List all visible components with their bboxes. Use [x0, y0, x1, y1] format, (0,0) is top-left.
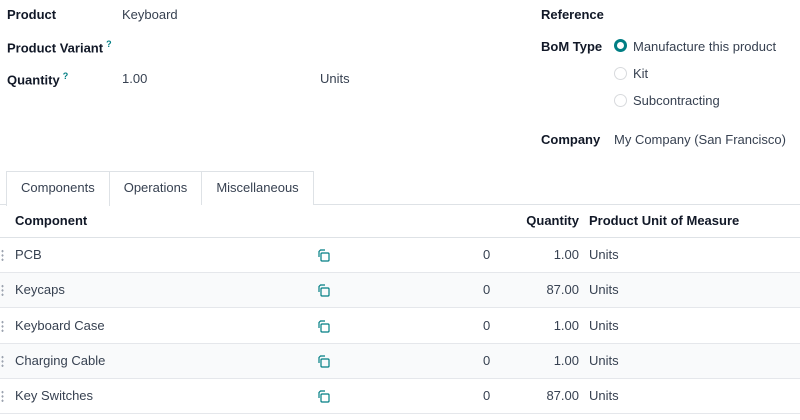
quantity-label: Quantity?	[7, 71, 68, 87]
table-row[interactable]: PCB 0 1.00 Units	[0, 238, 800, 273]
forecast-report-icon[interactable]	[317, 319, 330, 333]
uom-cell[interactable]: Units	[589, 247, 619, 262]
availability-cell: 0	[483, 352, 491, 368]
tab-operations[interactable]: Operations	[108, 171, 203, 205]
component-cell[interactable]: Keycaps	[15, 282, 65, 298]
product-variant-label-text: Product Variant	[7, 40, 104, 56]
drag-handle-icon[interactable]	[1, 249, 4, 262]
tab-components[interactable]: Components	[6, 171, 110, 206]
component-cell[interactable]: Charging Cable	[15, 352, 106, 368]
product-variant-label: Product Variant?	[7, 39, 112, 55]
availability-cell: 0	[483, 282, 491, 298]
product-field[interactable]: Keyboard	[122, 7, 178, 22]
uom-cell[interactable]: Units	[589, 317, 619, 333]
uom-cell[interactable]: Units	[589, 352, 619, 368]
uom-cell[interactable]: Units	[589, 282, 619, 298]
drag-handle-icon[interactable]	[1, 319, 4, 333]
radio-icon[interactable]	[614, 94, 627, 107]
table-row[interactable]: Key Switches 0 87.00 Units	[0, 379, 800, 415]
component-cell[interactable]: Key Switches	[15, 388, 94, 404]
quantity-field[interactable]: 1.00	[122, 71, 148, 86]
table-row[interactable]: Charging Cable 0 1.00 Units	[0, 343, 800, 379]
drag-handle-icon[interactable]	[1, 390, 4, 404]
drag-handle-icon[interactable]	[1, 354, 4, 368]
quantity-cell[interactable]: 1.00	[553, 352, 579, 368]
radio-label: Manufacture this product	[633, 39, 777, 54]
quantity-cell[interactable]: 1.00	[553, 247, 579, 262]
help-icon[interactable]: ?	[62, 71, 69, 81]
bom-type-label: BoM Type	[541, 39, 603, 54]
forecast-report-icon[interactable]	[317, 249, 330, 262]
radio-selected-icon[interactable]	[614, 39, 627, 52]
column-header-quantity[interactable]: Quantity	[526, 213, 579, 228]
tab-miscellaneous[interactable]: Miscellaneous	[201, 171, 314, 205]
drag-handle-icon[interactable]	[1, 284, 4, 298]
forecast-report-icon[interactable]	[317, 284, 330, 297]
availability-cell: 0	[483, 317, 491, 333]
availability-cell: 0	[483, 247, 491, 262]
company-label: Company	[541, 132, 601, 147]
column-header-uom[interactable]: Product Unit of Measure	[589, 213, 740, 228]
product-label: Product	[7, 7, 57, 22]
column-header-component[interactable]: Component	[15, 213, 88, 228]
forecast-report-icon[interactable]	[317, 390, 330, 403]
radio-icon[interactable]	[614, 67, 627, 80]
component-cell[interactable]: PCB	[15, 247, 42, 262]
help-icon[interactable]: ?	[106, 39, 112, 49]
radio-label: Kit	[633, 66, 649, 81]
reference-label: Reference	[541, 7, 604, 22]
table-header: Component Quantity Product Unit of Measu…	[0, 204, 800, 238]
forecast-report-icon[interactable]	[317, 355, 330, 368]
component-cell[interactable]: Keyboard Case	[15, 317, 105, 333]
quantity-uom-field[interactable]: Units	[320, 71, 350, 86]
uom-cell[interactable]: Units	[589, 388, 619, 404]
table-row[interactable]: Keycaps 0 87.00 Units	[0, 273, 800, 309]
quantity-cell[interactable]: 87.00	[546, 282, 579, 298]
availability-cell: 0	[483, 388, 491, 404]
radio-label: Subcontracting	[633, 93, 720, 108]
company-field[interactable]: My Company (San Francisco)	[614, 132, 786, 147]
table-row[interactable]: Keyboard Case 0 1.00 Units	[0, 309, 800, 344]
quantity-cell[interactable]: 87.00	[546, 388, 579, 404]
quantity-cell[interactable]: 1.00	[553, 317, 579, 333]
quantity-label-text: Quantity	[7, 72, 60, 88]
notebook-tabs: Components Operations Miscellaneous	[6, 171, 314, 206]
tab-divider	[0, 204, 800, 205]
